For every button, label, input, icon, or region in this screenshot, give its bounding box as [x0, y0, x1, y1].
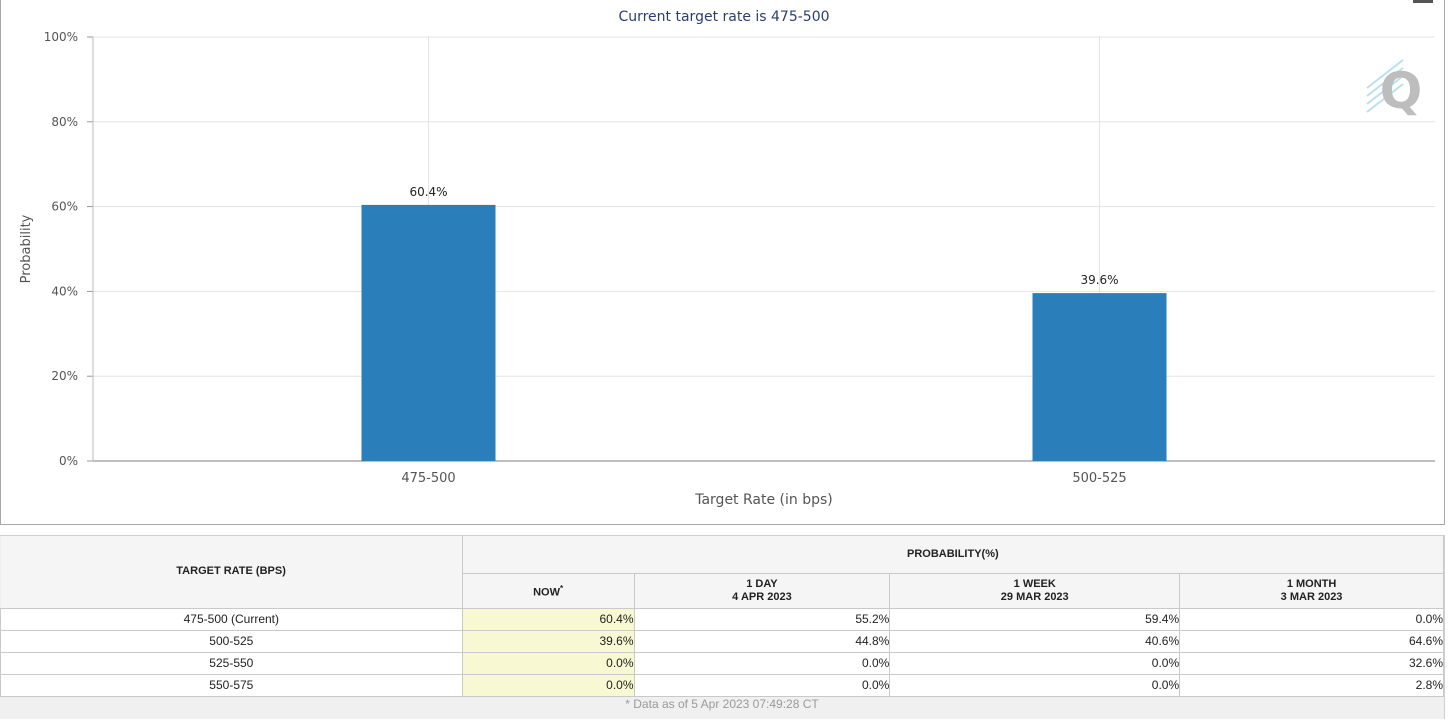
row-rate: 550-575: [0, 673, 463, 697]
chart-panel: Q 0% 20% 40% 60% 80% 100% 60.4% 475-500 39.6% 500…: [0, 0, 1445, 525]
y-tick-label: 80%: [51, 115, 78, 129]
x-axis-label: Target Rate (in bps): [694, 492, 833, 508]
col-1-day: 1 DAY 4 APR 2023: [633, 572, 891, 609]
row-rate: 525-550: [0, 651, 463, 675]
col-1-day-date: 4 APR 2023: [732, 590, 792, 603]
row-now-value: 0.0%: [461, 673, 635, 697]
col-1-day-label: 1 DAY: [746, 577, 778, 590]
y-tick-label: 100%: [44, 30, 78, 44]
col-1-month: 1 MONTH 3 MAR 2023: [1179, 572, 1444, 609]
col-1-week-date: 29 MAR 2023: [1000, 590, 1069, 603]
col-1-week-label: 1 WEEK: [1013, 577, 1056, 590]
bar: [1032, 293, 1167, 461]
row-rate: 475-500 (Current): [0, 607, 463, 631]
x-tick-label: 500-525: [1072, 471, 1126, 486]
row-1-week-value: 0.0%: [889, 673, 1181, 697]
logo-letter: Q: [1380, 62, 1423, 120]
watermark-logo: Q: [1366, 59, 1423, 120]
chart-title: Current target rate is 475-500: [618, 9, 829, 25]
row-1-month-value: 0.0%: [1179, 607, 1444, 631]
probability-table: TARGET RATE (BPS) PROBABILITY(%) NOW* 1 …: [0, 536, 1445, 697]
col-now-asterisk: *: [559, 583, 564, 593]
y-tick-label: 0%: [59, 454, 78, 468]
row-1-month-value: 2.8%: [1179, 673, 1444, 697]
row-1-month-value: 64.6%: [1179, 629, 1444, 653]
col-1-month-date: 3 MAR 2023: [1280, 590, 1343, 603]
data-timestamp-footnote: * Data as of 5 Apr 2023 07:49:28 CT: [625, 697, 819, 711]
bar: [361, 204, 496, 462]
row-now-value: 39.6%: [461, 629, 635, 653]
col-now: NOW*: [461, 572, 635, 609]
header-probability: PROBABILITY(%): [461, 536, 1445, 574]
row-1-week-value: 59.4%: [889, 607, 1181, 631]
x-tick-label: 475-500: [401, 471, 455, 486]
row-now-value: 0.0%: [461, 651, 635, 675]
y-tick-label: 60%: [51, 200, 78, 214]
row-1-month-value: 32.6%: [1179, 651, 1444, 675]
row-1-day-value: 44.8%: [633, 629, 891, 653]
col-1-month-label: 1 MONTH: [1286, 577, 1337, 590]
probability-table-panel: TARGET RATE (BPS) PROBABILITY(%) NOW* 1 …: [0, 535, 1445, 719]
row-1-day-value: 55.2%: [633, 607, 891, 631]
row-rate: 500-525: [0, 629, 463, 653]
bar-data-label: 60.4%: [409, 185, 447, 199]
y-axis-label: Probability: [19, 214, 34, 283]
row-1-week-value: 40.6%: [889, 629, 1181, 653]
y-tick-label: 20%: [51, 369, 78, 383]
probability-chart: Q 0% 20% 40% 60% 80% 100% 60.4% 475-500 39.6% 500…: [19, 9, 1435, 508]
row-1-day-value: 0.0%: [633, 673, 891, 697]
table-row: 500-525 39.6% 44.8% 40.6% 64.6%: [0, 629, 1444, 653]
row-now-value: 60.4%: [461, 607, 635, 631]
menu-icon[interactable]: [1413, 0, 1433, 3]
table-row: 525-550 0.0% 0.0% 0.0% 32.6%: [0, 651, 1444, 675]
table-row: 550-575 0.0% 0.0% 0.0% 2.8%: [0, 673, 1444, 697]
col-now-label: NOW: [533, 586, 560, 599]
bar-data-label: 39.6%: [1080, 273, 1118, 287]
y-tick-label: 40%: [51, 284, 78, 298]
header-target-rate: TARGET RATE (BPS): [0, 536, 463, 609]
row-1-week-value: 0.0%: [889, 651, 1181, 675]
row-1-day-value: 0.0%: [633, 651, 891, 675]
col-1-week: 1 WEEK 29 MAR 2023: [889, 572, 1181, 609]
table-row: 475-500 (Current) 60.4% 55.2% 59.4% 0.0%: [0, 607, 1444, 631]
